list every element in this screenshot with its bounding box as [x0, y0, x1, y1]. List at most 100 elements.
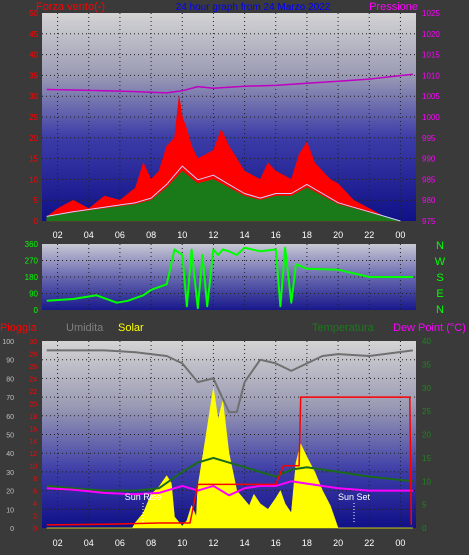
sun-set-label: Sun Set	[338, 492, 371, 502]
rain-y-tick: 8	[33, 476, 37, 483]
temperature-y-tick: 30	[422, 384, 431, 393]
temperature-y-tick: 5	[422, 501, 427, 510]
rain-y-tick: 28	[29, 351, 37, 358]
pressure-axis-title: Pressione	[369, 1, 418, 13]
humidity-line	[46, 349, 414, 414]
rain-y-tick: 18	[29, 414, 37, 421]
x-tick-label: 10	[177, 538, 187, 548]
pressure-y-tick: 995	[422, 134, 436, 143]
rain-y-tick: 12	[29, 451, 37, 458]
solar-area	[46, 387, 413, 529]
x-tick-label: 22	[364, 230, 374, 240]
temperature-y-tick: 10	[422, 477, 431, 486]
wind-marks	[46, 73, 413, 222]
wind-x-ticks: 02 04 06 08 10 12 14 16 18 20 22 00	[53, 230, 406, 240]
x-tick-label: 04	[84, 230, 94, 240]
wind-y-tick: 30	[29, 92, 38, 101]
direction-y-tick: 0	[34, 306, 39, 315]
wind-gust-area	[46, 96, 401, 222]
rain-y-tick: 22	[29, 389, 37, 396]
direction-y-ticks: 0 90 180 270 360	[25, 240, 39, 315]
sun-rise-label: Sun Rise	[125, 492, 162, 502]
percent-y-tick: 0	[10, 526, 14, 533]
pressure-y-tick: 1010	[422, 71, 440, 80]
rain-y-tick: 30	[29, 339, 37, 346]
x-tick-label: 04	[84, 538, 94, 548]
rain-y-tick: 26	[29, 364, 37, 371]
compass-letter-w: W	[435, 256, 446, 268]
temperature-y-tick: 0	[422, 524, 427, 533]
pressure-y-tick: 1015	[422, 51, 440, 60]
rain-y-tick: 0	[33, 526, 37, 533]
x-tick-label: 10	[177, 230, 187, 240]
dewpoint-axis-title: Dew Point (°C)	[393, 322, 466, 334]
x-tick-label: 12	[208, 538, 218, 548]
x-tick-label: 16	[271, 538, 281, 548]
percent-y-tick: 80	[6, 376, 14, 383]
percent-y-ticks: 0 10 20 30 40 50 60 70 80 90 100	[2, 339, 14, 533]
chart-title: 24 hour graph from 24 Marzo 2022	[176, 2, 331, 13]
percent-y-tick: 60	[6, 414, 14, 421]
pressure-line	[46, 73, 413, 94]
wind-direction-panel: 0 90 180 270 360 N W S E N	[25, 240, 446, 316]
rain-y-tick: 20	[29, 401, 37, 408]
percent-y-tick: 50	[6, 433, 14, 440]
percent-y-tick: 10	[6, 507, 14, 514]
percent-y-tick: 70	[6, 395, 14, 402]
x-tick-label: 08	[146, 230, 156, 240]
x-tick-label: 14	[240, 230, 250, 240]
direction-marks	[46, 246, 413, 310]
compass-letter-s: S	[436, 272, 443, 284]
dewpoint-line	[46, 480, 413, 497]
temperature-y-tick: 25	[422, 407, 431, 416]
climate-marks	[46, 349, 414, 529]
pressure-y-tick: 1020	[422, 30, 440, 39]
compass-letters: N W S E N	[435, 240, 446, 316]
pressure-y-ticks: 975 980 985 990 995 1000 1005 1010 1015 1020 1025	[422, 9, 440, 226]
temperature-y-tick: 35	[422, 360, 431, 369]
rain-y-tick: 2	[33, 514, 37, 521]
wind-y-tick: 25	[29, 113, 38, 122]
wind-y-tick: 0	[34, 217, 39, 226]
pressure-y-tick: 1005	[422, 92, 440, 101]
wind-direction-line	[46, 246, 413, 310]
x-tick-label: 00	[395, 538, 405, 548]
wind-y-tick: 50	[29, 9, 38, 18]
rain-y-tick: 24	[29, 376, 37, 383]
x-tick-label: 18	[302, 538, 312, 548]
pressure-y-tick: 1000	[422, 113, 440, 122]
rain-y-tick: 16	[29, 426, 37, 433]
temperature-y-ticks: 0 5 10 15 20 25 30 35 40	[422, 337, 431, 533]
rain-y-tick: 14	[29, 439, 37, 446]
pressure-y-tick: 985	[422, 175, 436, 184]
percent-y-tick: 20	[6, 489, 14, 496]
compass-letter-e: E	[436, 288, 443, 300]
x-tick-label: 00	[395, 230, 405, 240]
x-tick-label: 08	[146, 538, 156, 548]
x-tick-label: 06	[115, 538, 125, 548]
wind-y-tick: 35	[29, 71, 38, 80]
rain-axis-title: Pioggia	[0, 322, 38, 334]
wind-y-ticks: 0 5 10 15 20 25 30 35 40 45 50	[29, 9, 38, 226]
x-tick-label: 16	[271, 230, 281, 240]
percent-y-tick: 30	[6, 470, 14, 477]
wind-axis-title: Forza vento(-)	[36, 1, 105, 13]
x-tick-label: 20	[333, 230, 343, 240]
direction-y-tick: 180	[25, 273, 39, 282]
temperature-y-tick: 20	[422, 431, 431, 440]
percent-y-tick: 100	[2, 339, 14, 346]
compass-letter-n-top: N	[436, 240, 444, 252]
x-tick-label: 12	[208, 230, 218, 240]
rain-y-tick: 6	[33, 489, 37, 496]
temperature-y-tick: 40	[422, 337, 431, 346]
solar-axis-title: Solar	[118, 322, 144, 334]
x-tick-label: 14	[240, 538, 250, 548]
x-tick-label: 06	[115, 230, 125, 240]
wind-y-tick: 5	[34, 196, 39, 205]
climate-x-ticks: 02 04 06 08 10 12 14 16 18 20 22 00	[53, 538, 406, 548]
wind-y-tick: 10	[29, 175, 38, 184]
temperature-y-tick: 15	[422, 454, 431, 463]
pressure-y-tick: 980	[422, 196, 436, 205]
